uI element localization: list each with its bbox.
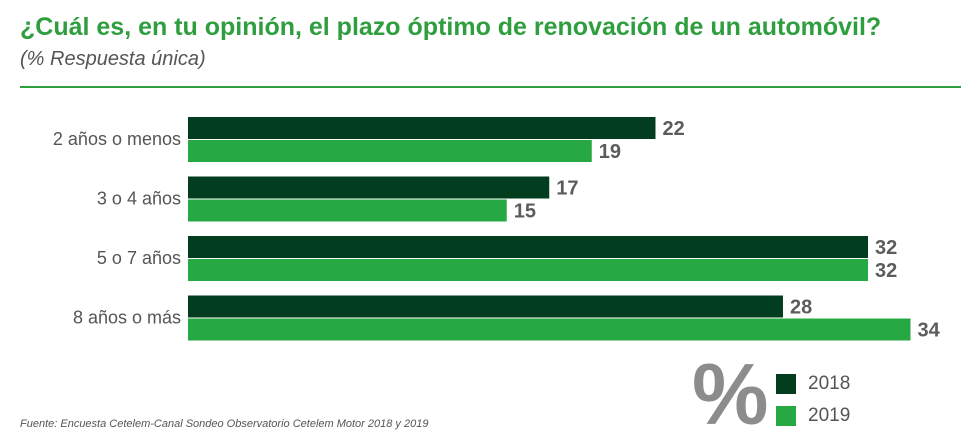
bar-2018 xyxy=(188,176,550,199)
bar-2019 xyxy=(188,259,868,281)
legend-swatch-2019 xyxy=(776,406,796,426)
bar-2019 xyxy=(188,318,911,341)
data-label-2018: 32 xyxy=(875,237,897,259)
percent-icon: % xyxy=(692,347,769,443)
chart-title: ¿Cuál es, en tu opinión, el plazo óptimo… xyxy=(20,13,882,41)
category-label: 8 años o más xyxy=(73,308,181,328)
data-label-2019: 32 xyxy=(875,260,897,282)
data-label-2018: 22 xyxy=(663,118,685,140)
bar-2018 xyxy=(188,236,868,258)
data-label-2019: 19 xyxy=(599,141,621,163)
bar-2018 xyxy=(188,117,656,139)
data-label-2018: 17 xyxy=(556,178,578,200)
category-label: 5 o 7 años xyxy=(97,248,181,268)
source-note: Fuente: Encuesta Cetelem-Canal Sondeo Ob… xyxy=(20,418,429,430)
data-label-2019: 15 xyxy=(514,201,536,223)
bar-2019 xyxy=(188,199,507,222)
category-label: 2 años o menos xyxy=(53,129,181,149)
category-label: 3 o 4 años xyxy=(97,189,181,209)
legend-label-2018: 2018 xyxy=(808,373,851,394)
legend-label-2019: 2019 xyxy=(808,405,851,426)
title-divider xyxy=(20,86,961,88)
legend-swatch-2018 xyxy=(776,374,796,394)
bar-2019 xyxy=(188,140,592,162)
data-label-2018: 28 xyxy=(790,297,812,319)
chart-subtitle: (% Respuesta única) xyxy=(20,48,206,70)
data-label-2019: 34 xyxy=(918,320,941,342)
bar-2018 xyxy=(188,295,783,318)
